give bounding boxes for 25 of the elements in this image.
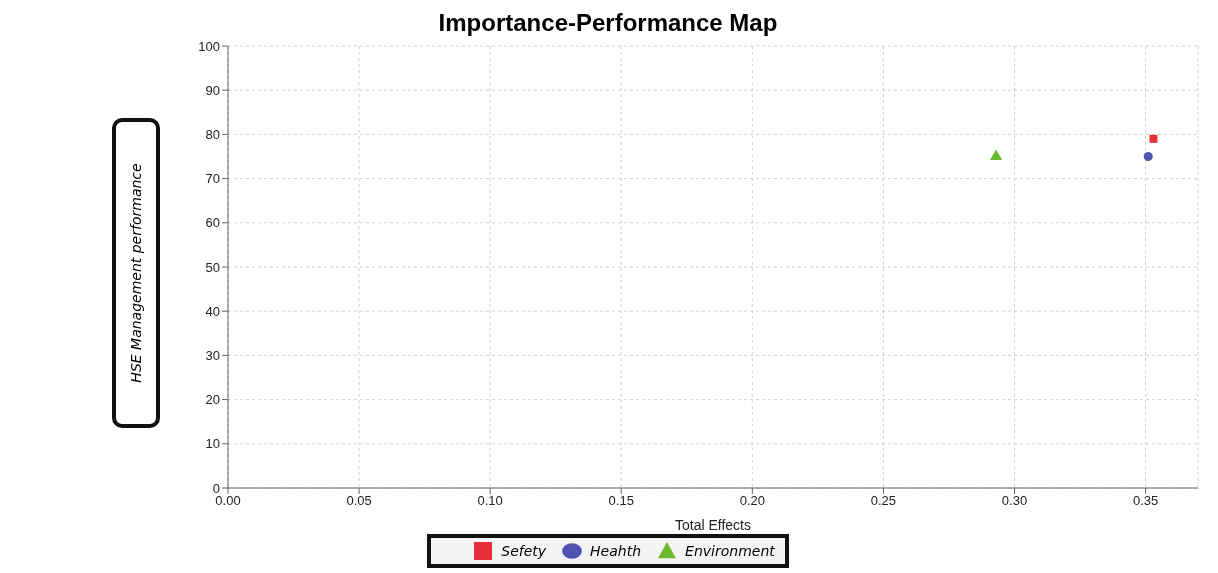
x-tick-label: 0.35 — [1132, 493, 1159, 509]
x-axis-title: Total Effects — [674, 517, 752, 533]
y-tick-label: 10 — [205, 436, 220, 452]
x-tick-label: 0.20 — [739, 493, 765, 509]
x-tick-label: 0.25 — [870, 493, 897, 509]
y-tick-label: 30 — [205, 348, 220, 364]
chart-title: Importance-Performance Map — [437, 8, 779, 38]
x-tick-label: 0.05 — [346, 493, 372, 509]
y-tick-label: 90 — [205, 82, 220, 98]
legend-label: Sefety — [501, 543, 547, 559]
x-tick-label: 0.10 — [477, 493, 503, 509]
y-tick-label: 20 — [205, 392, 220, 408]
y-axis-title: HSE Management performance — [128, 163, 144, 383]
y-tick-label: 70 — [205, 171, 220, 187]
legend-label: Heahth — [590, 543, 642, 559]
y-tick-label: 100 — [198, 38, 220, 54]
y-tick-label: 40 — [205, 303, 220, 319]
x-tick-label: 0.00 — [215, 493, 241, 509]
y-tick-label: 0 — [212, 480, 220, 496]
legend-label: Environment — [685, 543, 775, 559]
y-tick-label: 60 — [205, 215, 220, 231]
y-tick-label: 50 — [205, 259, 220, 275]
y-tick-label: 80 — [205, 127, 220, 143]
x-tick-label: 0.15 — [608, 493, 634, 509]
x-tick-label: 0.30 — [1001, 493, 1028, 509]
